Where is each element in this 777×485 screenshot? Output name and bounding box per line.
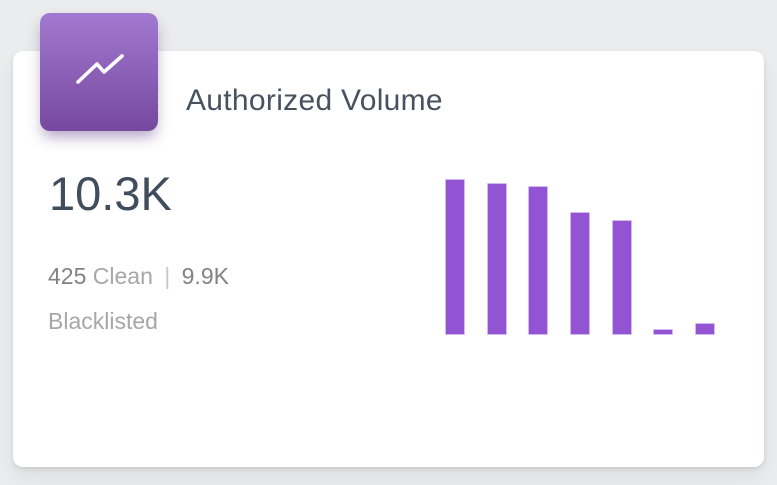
volume-bar [611, 220, 632, 335]
volume-bar [653, 329, 674, 335]
volume-bar [569, 212, 590, 335]
clean-count: 425 [48, 263, 87, 289]
volume-bar [694, 323, 715, 335]
volume-bar [445, 179, 465, 335]
breakdown-separator: | [164, 263, 171, 289]
total-volume-value: 10.3K [49, 167, 172, 220]
volume-breakdown: 425 Clean | 9.9K Blacklisted [48, 254, 320, 344]
volume-bar [528, 186, 549, 335]
blacklisted-count: 9.9K [181, 263, 229, 289]
card-title: Authorized Volume [186, 84, 443, 117]
blacklisted-label: Blacklisted [48, 308, 158, 334]
volume-bar [486, 183, 507, 335]
trending-up-icon-badge [40, 13, 158, 131]
clean-label: Clean [92, 263, 153, 289]
authorized-volume-card: Authorized Volume 10.3K 425 Clean | 9.9K… [13, 51, 764, 467]
volume-bar-chart [445, 179, 715, 335]
trending-up-icon [76, 54, 124, 84]
